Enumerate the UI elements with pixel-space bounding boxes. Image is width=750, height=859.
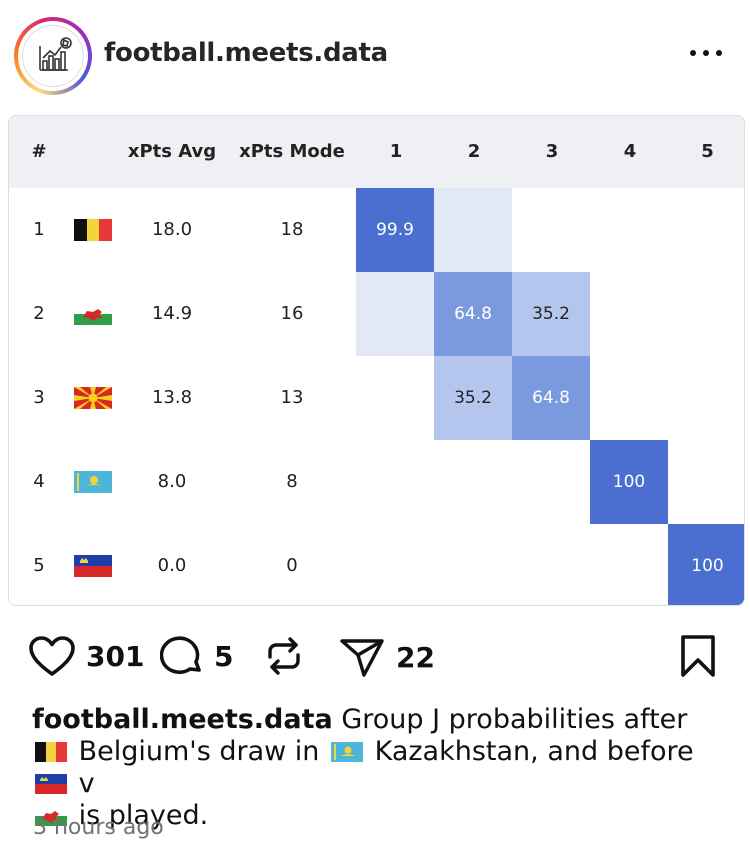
- dot: [690, 50, 696, 56]
- caption-text: Belgium's draw in: [78, 736, 320, 767]
- post-caption: football.meets.data Group J probabilitie…: [32, 704, 732, 832]
- liechtenstein-flag-icon: [35, 774, 67, 794]
- liechtenstein-flag-icon: [74, 555, 112, 577]
- save-button[interactable]: [678, 633, 718, 679]
- bookmark-icon: [681, 635, 715, 677]
- chart-football-icon: [39, 37, 72, 71]
- row-xpts-mode: 0: [286, 555, 298, 576]
- row-rank: 2: [33, 303, 45, 324]
- probability-cell: [434, 188, 512, 272]
- repost-button[interactable]: [262, 635, 306, 677]
- caption-text: Group J probabilities after: [341, 704, 688, 735]
- belgium-flag-icon: [35, 742, 67, 762]
- probability-table[interactable]: # xPts Avg xPts Mode 1 2 3 4 5 99.9 64.8 3…: [8, 115, 745, 606]
- col-header-5: 5: [701, 141, 714, 162]
- post-timestamp[interactable]: 3 hours ago: [33, 815, 164, 840]
- post-header: football.meets.data: [0, 0, 750, 108]
- probability-cell: [356, 272, 434, 356]
- col-header-xpts-mode: xPts Mode: [239, 141, 345, 162]
- row-xpts-avg: 18.0: [151, 219, 193, 240]
- comment-button[interactable]: 5: [160, 635, 233, 677]
- kazakhstan-flag-icon: [74, 471, 112, 493]
- row-xpts-mode: 16: [280, 303, 304, 324]
- post-username[interactable]: football.meets.data: [104, 38, 388, 68]
- probability-cell: 64.8: [434, 272, 512, 356]
- row-xpts-avg: 13.8: [151, 387, 193, 408]
- more-options-icon[interactable]: [686, 40, 726, 66]
- comment-icon: [160, 636, 201, 674]
- col-header-3: 3: [545, 141, 559, 162]
- col-header-rank: #: [31, 141, 47, 162]
- probability-cell: 64.8: [512, 356, 590, 440]
- row-rank: 4: [33, 471, 45, 492]
- row-xpts-avg: 14.9: [151, 303, 193, 324]
- repost-icon: [268, 637, 300, 675]
- share-button[interactable]: 22: [338, 635, 435, 679]
- col-header-2: 2: [467, 141, 481, 162]
- like-count: 301: [86, 639, 145, 673]
- row-xpts-avg: 8.0: [157, 471, 187, 492]
- dot: [716, 50, 722, 56]
- row-rank: 3: [33, 387, 45, 408]
- row-xpts-mode: 18: [280, 219, 304, 240]
- dot: [703, 50, 709, 56]
- col-header-1: 1: [389, 141, 403, 162]
- avatar-ring-gap: [18, 21, 88, 91]
- col-header-flag: [69, 116, 117, 188]
- caption-text: Kazakhstan, and before: [374, 736, 694, 767]
- avatar-story-ring[interactable]: [14, 17, 92, 95]
- wales-flag-icon: [35, 806, 67, 826]
- wales-flag-icon: [74, 303, 112, 325]
- like-button[interactable]: 301: [28, 635, 144, 677]
- row-xpts-mode: 13: [280, 387, 304, 408]
- north-macedonia-flag-icon: [74, 387, 112, 409]
- probability-cell: 35.2: [512, 272, 590, 356]
- row-rank: 5: [33, 555, 45, 576]
- share-count: 22: [396, 640, 435, 674]
- table-header-row: # xPts Avg xPts Mode 1 2 3 4 5: [9, 116, 744, 188]
- caption-text: v: [78, 768, 95, 799]
- caption-text: is played.: [78, 800, 209, 831]
- row-xpts-avg: 0.0: [157, 555, 187, 576]
- probability-cell: 100: [590, 440, 668, 524]
- col-header-xpts-avg: xPts Avg: [127, 141, 217, 162]
- action-bar: 301 5 22: [0, 625, 750, 687]
- caption-username[interactable]: football.meets.data: [32, 704, 333, 735]
- kazakhstan-flag-icon: [331, 742, 364, 762]
- col-header-4: 4: [623, 141, 637, 162]
- comment-count: 5: [214, 639, 234, 673]
- probability-cell: 100: [668, 524, 744, 605]
- probability-cell: 35.2: [434, 356, 512, 440]
- probability-cell: 99.9: [356, 188, 434, 272]
- row-xpts-mode: 8: [286, 471, 298, 492]
- row-rank: 1: [33, 219, 45, 240]
- avatar[interactable]: [22, 25, 84, 87]
- belgium-flag-icon: [74, 219, 112, 241]
- heart-icon: [29, 636, 75, 676]
- send-icon: [340, 639, 384, 677]
